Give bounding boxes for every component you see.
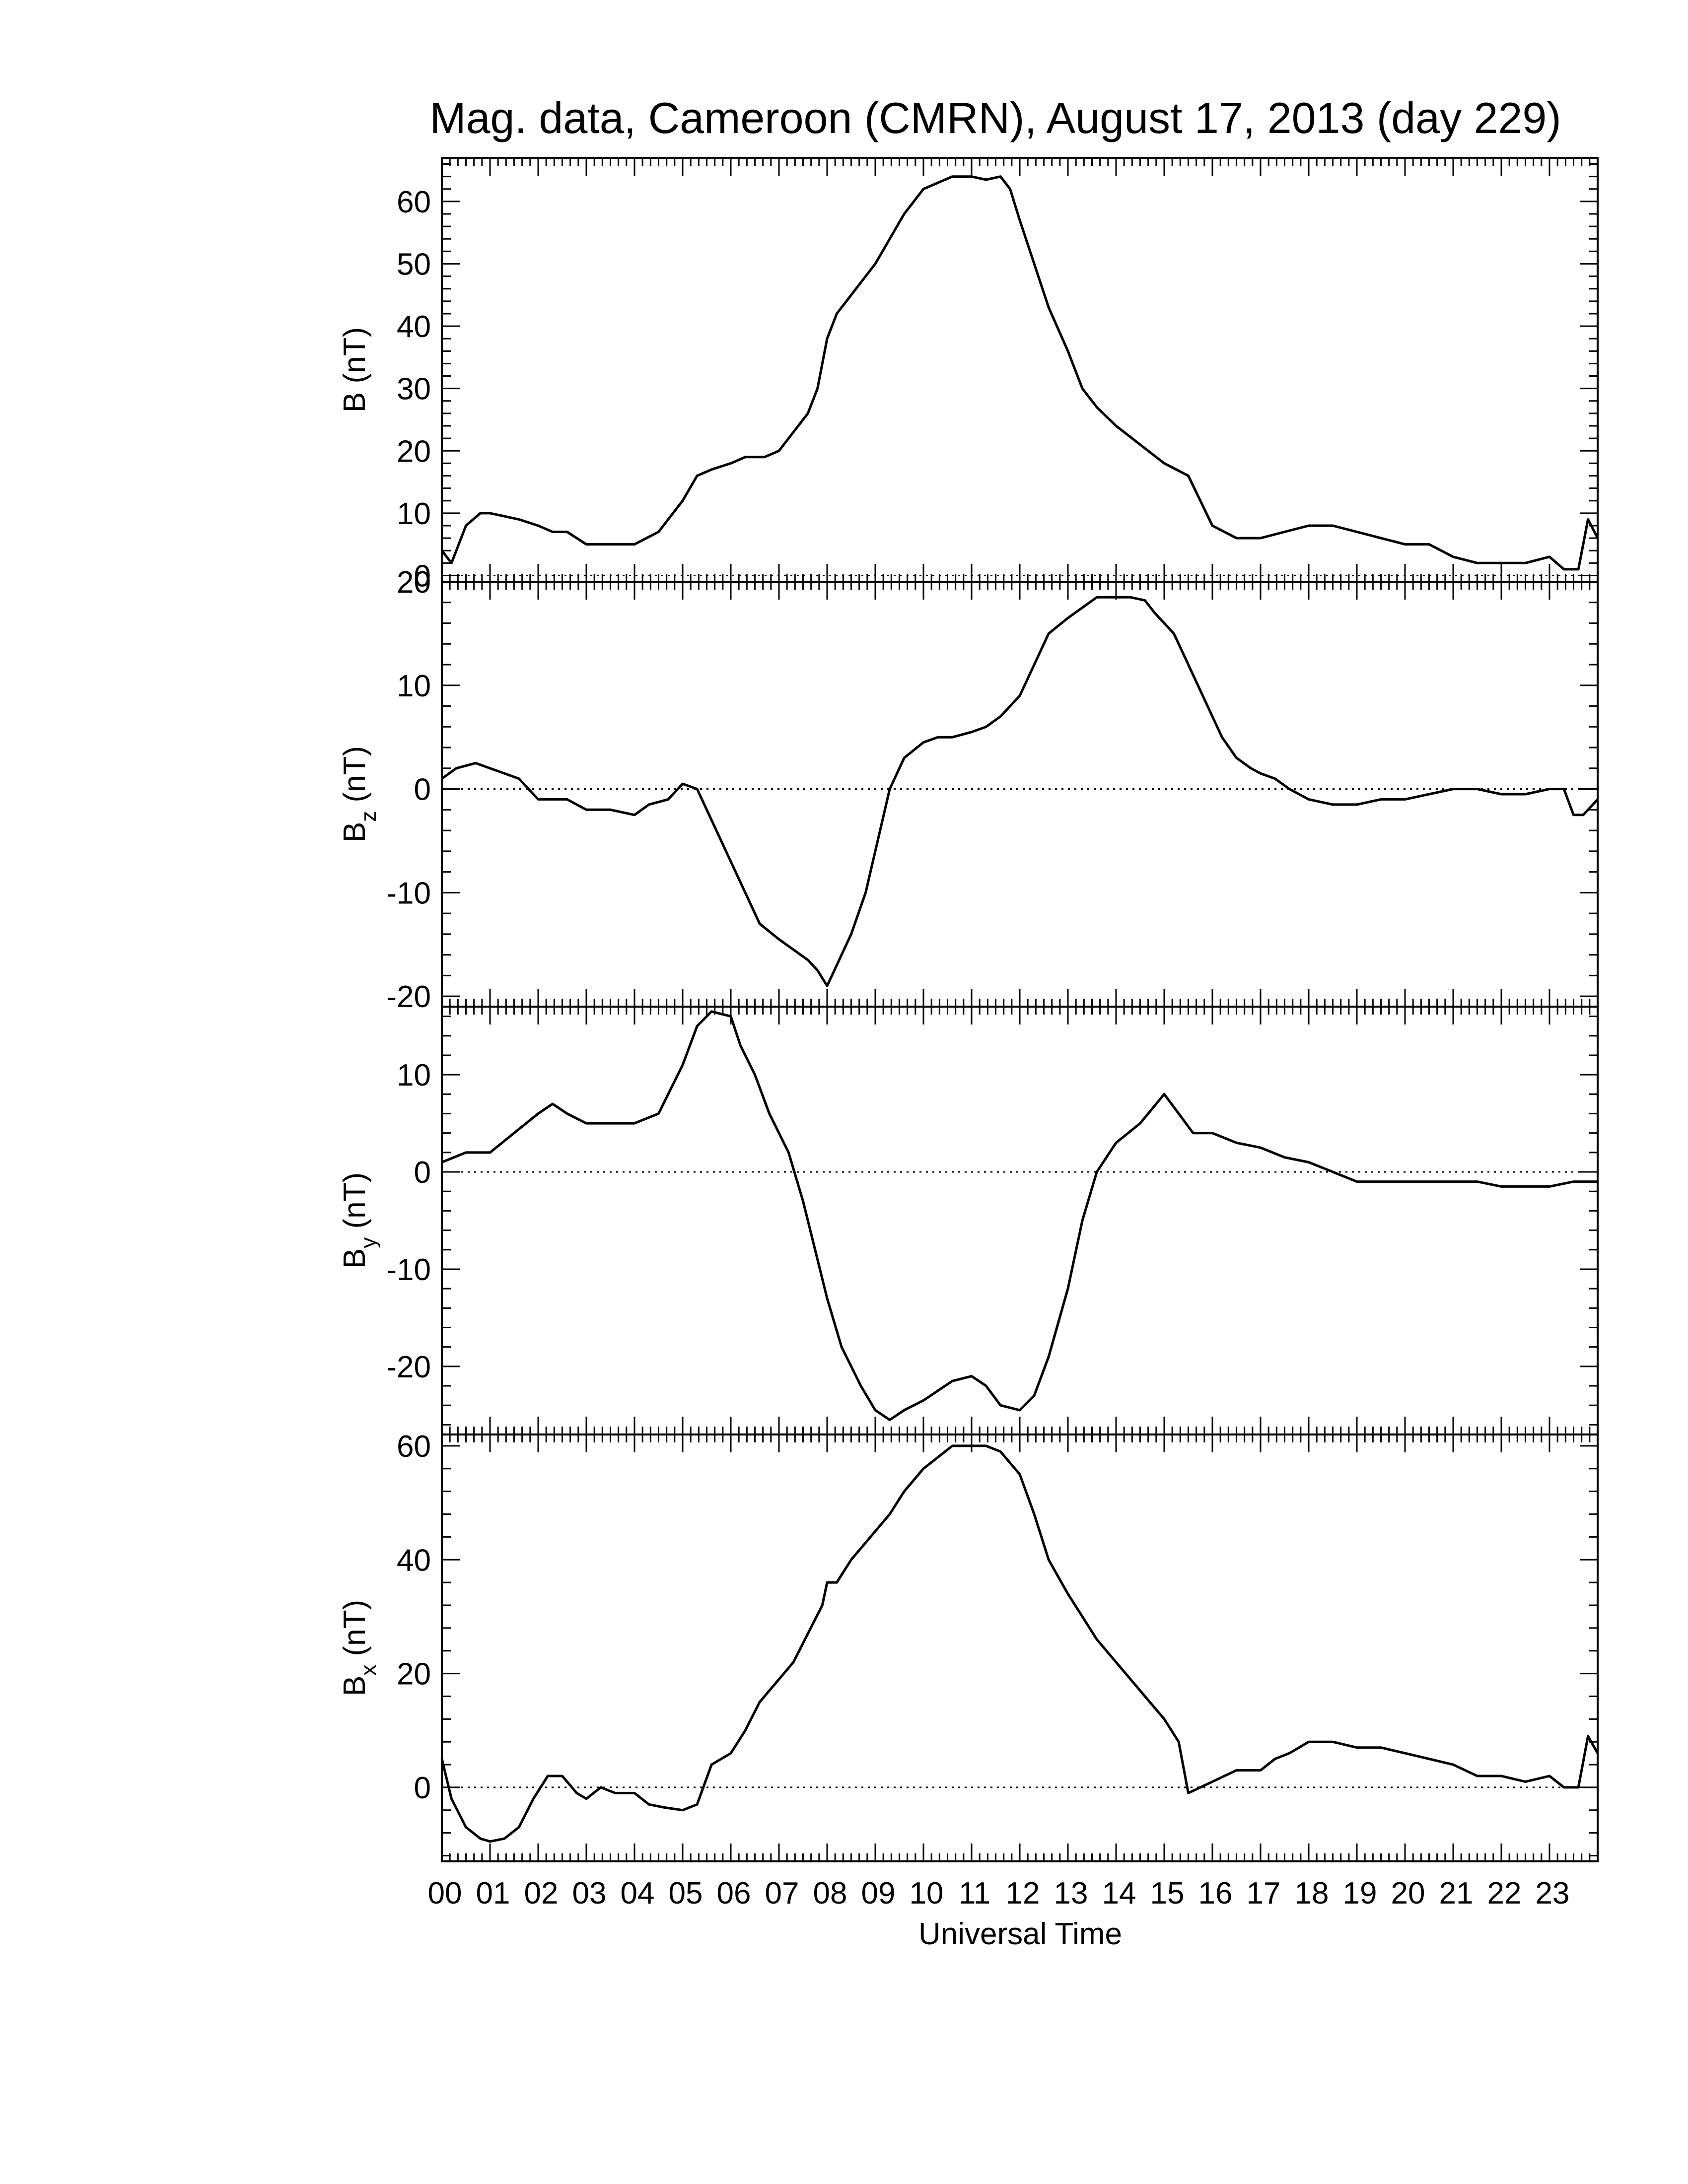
- x-tick-label: 22: [1487, 1876, 1522, 1911]
- y-tick-label: 0: [414, 1156, 431, 1190]
- x-tick-labels: 00 01 02 03 04 05 06 07 08 09 10 11 12 13 14 15 16 17 18 19…: [428, 1876, 1570, 1911]
- x-tick-label: 12: [1006, 1876, 1040, 1911]
- y-tick-label: -10: [386, 876, 431, 910]
- x-tick-label: 18: [1295, 1876, 1329, 1911]
- x-tick-label: 02: [524, 1876, 559, 1911]
- x-tick-label: 15: [1150, 1876, 1185, 1911]
- y-axis-label: By (nT): [338, 1172, 381, 1269]
- x-tick-label: 08: [813, 1876, 847, 1911]
- y-tick-label: 0: [414, 559, 431, 593]
- y-tick-label: 60: [397, 1430, 431, 1464]
- x-tick-label: 23: [1536, 1876, 1570, 1911]
- x-tick-label: 01: [476, 1876, 510, 1911]
- x-axis-label: Universal Time: [918, 1917, 1122, 1951]
- x-tick-label: 05: [669, 1876, 703, 1911]
- y-tick-label: 10: [397, 669, 431, 703]
- y-tick-label: 10: [397, 497, 431, 531]
- x-tick-label: 09: [861, 1876, 896, 1911]
- panel-2: -20 -10 0 10 20 Bz (nT): [338, 565, 1599, 1014]
- x-tick-label: 07: [765, 1876, 799, 1911]
- y-tick-label: 60: [397, 185, 431, 219]
- x-tick-label: 19: [1343, 1876, 1377, 1911]
- x-tick-label: 20: [1391, 1876, 1425, 1911]
- x-tick-label: 16: [1198, 1876, 1233, 1911]
- x-tick-label: 17: [1247, 1876, 1281, 1911]
- x-tick-label: 04: [621, 1876, 655, 1911]
- y-tick-label: 10: [397, 1058, 431, 1092]
- y-tick-label: 40: [397, 310, 431, 344]
- x-tick-label: 14: [1102, 1876, 1136, 1911]
- x-tick-label: 11: [959, 1876, 990, 1911]
- y-tick-label: 20: [397, 1657, 431, 1692]
- panel-1: 0 10 20 30 40 50 60 B (nT): [338, 157, 1599, 593]
- y-tick-label: 30: [397, 372, 431, 407]
- panel-3: -20 -10 0 10 By (nT): [338, 1006, 1599, 1435]
- y-tick-label: -20: [386, 980, 431, 1014]
- series-line: [441, 175, 1599, 571]
- chart-title: Mag. data, Cameroon (CMRN), August 17, 2…: [429, 93, 1561, 142]
- x-tick-label: 00: [428, 1876, 462, 1911]
- series-line: [441, 596, 1599, 987]
- x-tick-label: 03: [572, 1876, 607, 1911]
- x-tick-label: 21: [1439, 1876, 1474, 1911]
- y-tick-label: 40: [397, 1543, 431, 1577]
- y-tick-label: 50: [397, 248, 431, 282]
- y-tick-label: -20: [386, 1350, 431, 1384]
- x-tick-label: 06: [717, 1876, 751, 1911]
- y-tick-label: 20: [397, 565, 431, 600]
- y-tick-label: 0: [414, 1771, 431, 1805]
- y-tick-label: 20: [397, 434, 431, 469]
- series-line: [440, 1444, 1599, 1843]
- series-line: [441, 1010, 1598, 1422]
- y-axis-label: Bx (nT): [338, 1600, 381, 1696]
- y-tick-label: 0: [414, 773, 431, 807]
- y-tick-label: -10: [386, 1253, 431, 1287]
- panel-4: 0 20 40 60 Bx (nT): [338, 1430, 1599, 1862]
- y-axis-label: B (nT): [338, 327, 372, 412]
- x-tick-label: 10: [910, 1876, 944, 1911]
- y-axis-label: Bz (nT): [338, 746, 381, 842]
- x-tick-label: 13: [1054, 1876, 1088, 1911]
